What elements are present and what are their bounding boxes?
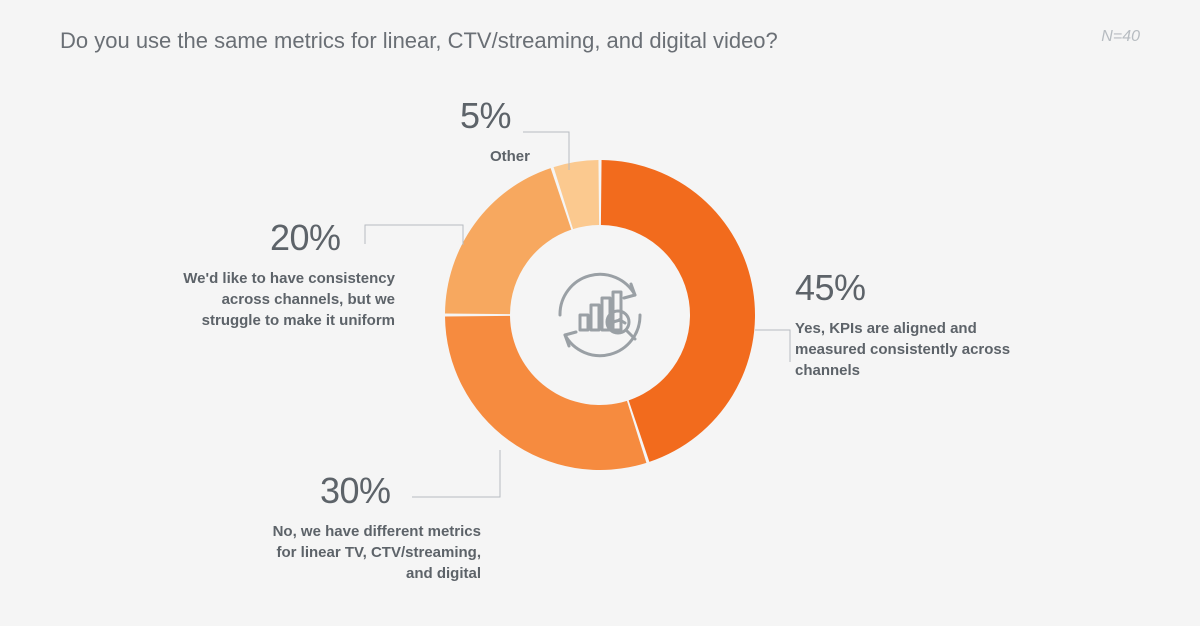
pct-no: 30%	[320, 473, 391, 509]
sub-yes: Yes, KPIs are aligned and measured consi…	[795, 318, 1035, 381]
pct-other: 5%	[460, 98, 511, 134]
donut-chart	[445, 160, 755, 470]
chart-container: { "title": "Do you use the same metrics …	[0, 0, 1200, 626]
sub-struggle: We'd like to have consistency across cha…	[160, 268, 395, 331]
chart-title: Do you use the same metrics for linear, …	[60, 28, 778, 54]
analytics-cycle-icon	[535, 250, 665, 380]
pct-yes: 45%	[795, 270, 866, 306]
sub-other: Other	[460, 146, 560, 167]
leader-yes	[755, 330, 790, 362]
pct-struggle: 20%	[270, 220, 341, 256]
sub-no: No, we have different metrics for linear…	[256, 521, 481, 584]
sample-size-label: N=40	[1101, 28, 1140, 46]
